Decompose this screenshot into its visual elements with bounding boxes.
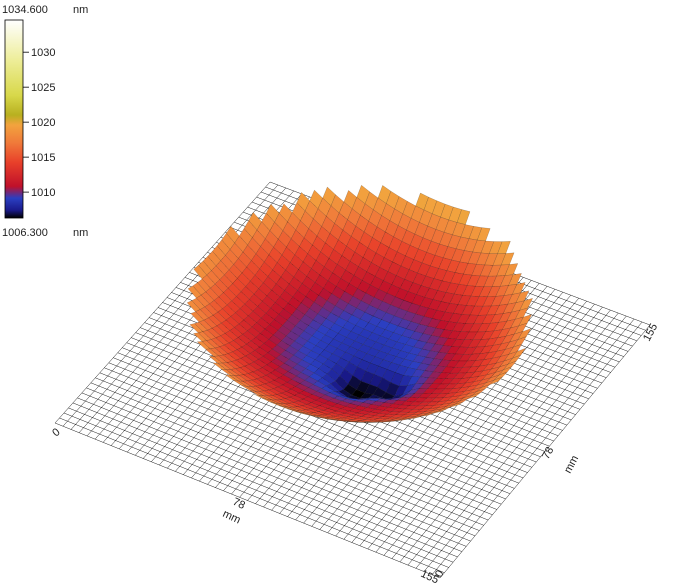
colorbar-tick-label: 1010	[31, 187, 55, 199]
surface-cell	[454, 398, 468, 405]
floor-grid-line	[383, 303, 595, 556]
surface-cell	[449, 401, 464, 408]
surface-cell	[295, 411, 309, 416]
colorbar-min-label: 1006.300	[2, 227, 48, 239]
surface-mesh	[186, 184, 533, 423]
colorbar-tick-label: 1030	[31, 47, 55, 59]
x-axis-mid-label: 78	[231, 496, 247, 512]
colorbar-tick-label: 1015	[31, 152, 55, 164]
surface-cell	[419, 413, 433, 417]
surface-cell	[477, 227, 491, 242]
floor-grid-line	[399, 309, 611, 563]
x-axis-min-label: 0	[433, 568, 446, 579]
floor-grid-line	[423, 318, 635, 572]
floor-grid-line	[439, 324, 651, 579]
surface-cell	[515, 290, 530, 303]
y-axis-min-label: 0	[50, 426, 62, 439]
surface-cell	[489, 376, 503, 385]
y-axis-mid-label: 78	[540, 445, 556, 461]
surface-cell	[502, 360, 517, 371]
surface-cell	[472, 388, 486, 396]
colorbar-gradient	[4, 19, 24, 219]
floor-grid-line	[431, 321, 643, 575]
surface-cell	[519, 297, 533, 311]
colorbar-tick-label: 1020	[31, 117, 55, 129]
colorbar-tick-label: 1025	[31, 82, 55, 94]
surface-cell	[508, 343, 523, 355]
surface-cell	[467, 392, 481, 400]
colorbar: 1010 1015 1020 1025 1030 1034.600 nm 1006.30…	[2, 4, 88, 239]
y-axis-unit: mm	[562, 454, 581, 476]
floor-grid-line	[407, 312, 619, 566]
surface-cell	[504, 263, 519, 276]
surface-cell	[497, 241, 511, 254]
colorbar-min-unit: nm	[73, 227, 88, 239]
y-axis-max-label: 155	[641, 322, 660, 344]
surface-cell	[511, 282, 526, 295]
surface-cell	[432, 409, 446, 414]
floor-grid-line	[415, 315, 627, 569]
floor-grid-line	[391, 306, 603, 559]
colorbar-max-label: 1034.600	[2, 4, 48, 16]
surface-cell	[393, 419, 407, 422]
colorbar-max-unit: nm	[73, 4, 88, 16]
colorbar-ticks: 1010 1015 1020 1025 1030	[23, 47, 55, 199]
